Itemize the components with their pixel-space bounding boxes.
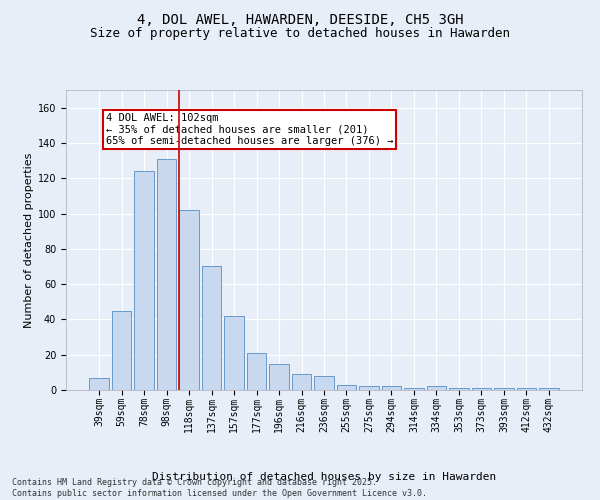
Bar: [337, 384, 356, 390]
Text: Contains HM Land Registry data © Crown copyright and database right 2025.
Contai: Contains HM Land Registry data © Crown c…: [12, 478, 427, 498]
Bar: [202, 266, 221, 390]
Text: Size of property relative to detached houses in Hawarden: Size of property relative to detached ho…: [90, 28, 510, 40]
Y-axis label: Number of detached properties: Number of detached properties: [23, 152, 34, 328]
Bar: [404, 388, 424, 390]
Text: 4 DOL AWEL: 102sqm
← 35% of detached houses are smaller (201)
65% of semi-detach: 4 DOL AWEL: 102sqm ← 35% of detached hou…: [106, 113, 393, 146]
Bar: [112, 310, 131, 390]
Bar: [382, 386, 401, 390]
Bar: [179, 210, 199, 390]
Bar: [157, 159, 176, 390]
Bar: [292, 374, 311, 390]
Bar: [314, 376, 334, 390]
Bar: [89, 378, 109, 390]
Bar: [247, 353, 266, 390]
Text: Distribution of detached houses by size in Hawarden: Distribution of detached houses by size …: [152, 472, 496, 482]
Bar: [427, 386, 446, 390]
Bar: [449, 388, 469, 390]
Bar: [517, 388, 536, 390]
Bar: [224, 316, 244, 390]
Bar: [269, 364, 289, 390]
Bar: [494, 388, 514, 390]
Bar: [472, 388, 491, 390]
Bar: [134, 171, 154, 390]
Text: 4, DOL AWEL, HAWARDEN, DEESIDE, CH5 3GH: 4, DOL AWEL, HAWARDEN, DEESIDE, CH5 3GH: [137, 12, 463, 26]
Bar: [359, 386, 379, 390]
Bar: [539, 388, 559, 390]
